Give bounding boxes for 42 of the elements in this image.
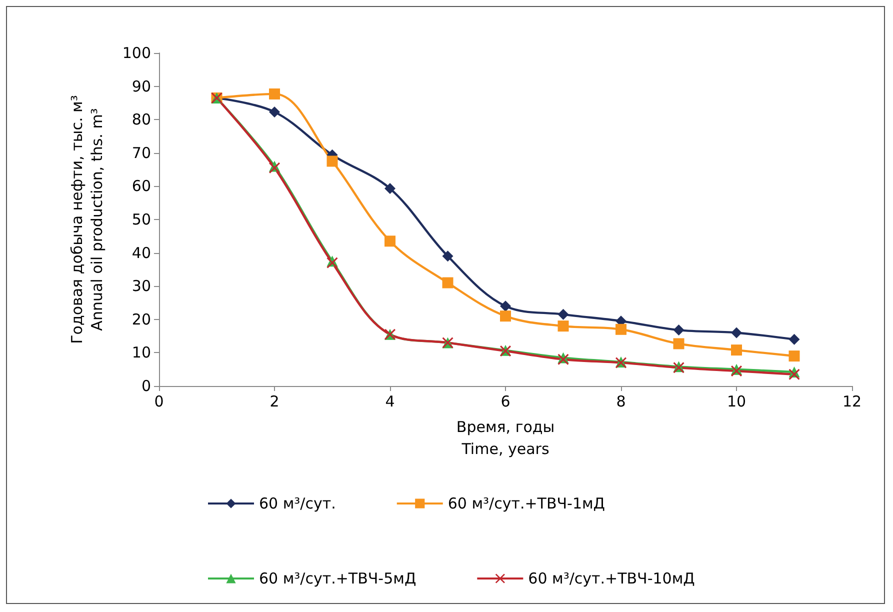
point <box>673 324 684 336</box>
x-tick-label: 8 <box>616 392 626 410</box>
y-tick-label: 60 <box>132 177 151 196</box>
point <box>269 106 280 118</box>
y-tick-label: 70 <box>132 144 151 162</box>
y-axis-title: Годовая добыча нефти, тыс. м³ Annual oil production, ths. m³ <box>68 95 106 344</box>
x-axis-title: Время, годы Time, years <box>456 418 555 458</box>
y-tick-label: 30 <box>132 277 151 296</box>
legend-label: 60 м³/сут.+ТВЧ-5мД <box>259 570 416 588</box>
point <box>731 327 742 338</box>
point <box>442 250 454 262</box>
point <box>616 324 626 335</box>
point <box>788 334 800 345</box>
point <box>500 300 511 312</box>
x-tick-label: 2 <box>270 392 280 410</box>
point <box>558 308 569 320</box>
y-tick-label: 10 <box>132 344 151 362</box>
legend-label: 60 м³/сут. <box>259 494 336 512</box>
y-tick-label: 50 <box>132 210 151 228</box>
x-tick-label: 4 <box>385 392 395 410</box>
point <box>731 344 742 356</box>
y-tick-label: 20 <box>132 310 151 328</box>
point <box>384 183 396 194</box>
y-tick-label: 0 <box>141 377 151 395</box>
y-tick-label: 100 <box>122 44 151 62</box>
point <box>384 236 396 247</box>
x-tick-label: 6 <box>500 392 510 410</box>
y-tick-label: 90 <box>132 77 151 96</box>
legend-label: 60 м³/сут.+ТВЧ-10мД <box>528 570 695 588</box>
x-tick-label: 0 <box>154 392 164 410</box>
legend-label: 60 м³/сут.+ТВЧ-1мД <box>448 494 606 512</box>
point <box>269 88 280 100</box>
point <box>558 320 569 332</box>
y-tick-label: 40 <box>132 244 151 262</box>
x-tick-label: 10 <box>726 392 746 410</box>
point <box>442 277 454 288</box>
y-tick-label: 80 <box>132 110 151 129</box>
point <box>326 156 338 167</box>
point <box>500 310 511 322</box>
point <box>673 338 684 350</box>
point <box>788 350 800 362</box>
x-tick-label: 12 <box>842 392 862 410</box>
